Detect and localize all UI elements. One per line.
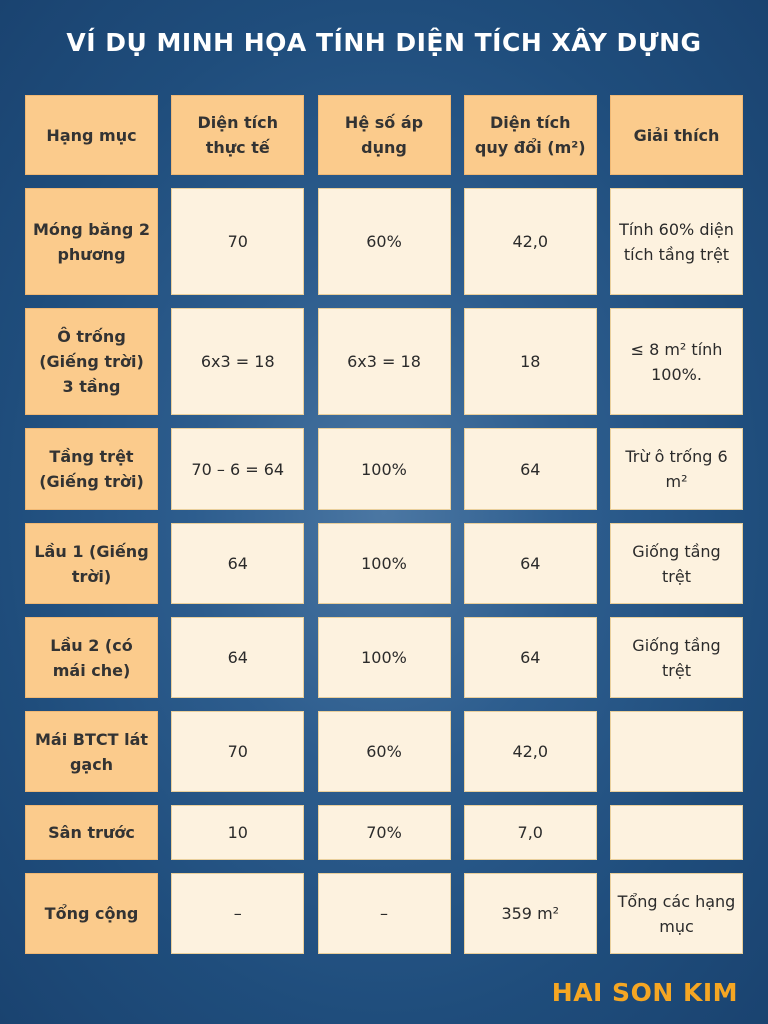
table-cell: 60% xyxy=(317,711,451,792)
table-cell: 70% xyxy=(317,805,451,860)
page-title: VÍ DỤ MINH HỌA TÍNH DIỆN TÍCH XÂY DỰNG xyxy=(66,28,702,57)
table-cell: Tính 60% diện tích tầng trệt xyxy=(610,188,743,295)
table-cell: Tổng các hạng mục xyxy=(610,873,743,954)
column-header: Hạng mục xyxy=(25,95,158,175)
brand-logo: HAI SON KIM xyxy=(551,978,738,1007)
row-label: Tầng trệt (Giếng trời) xyxy=(25,428,158,510)
row-label: Lầu 2 (có mái che) xyxy=(25,617,158,698)
table-cell: 359 m² xyxy=(463,873,597,954)
table-cell: 70 xyxy=(171,188,305,295)
table-cell: 100% xyxy=(317,428,451,510)
table-cell: ≤ 8 m² tính 100%. xyxy=(610,308,743,415)
table-cell: 70 – 6 = 64 xyxy=(171,428,305,510)
row-label: Mái BTCT lát gạch xyxy=(25,711,158,792)
table-cell: Trừ ô trống 6 m² xyxy=(610,428,743,510)
table-cell: 6x3 = 18 xyxy=(171,308,305,415)
table-cell: 6x3 = 18 xyxy=(317,308,451,415)
table-cell: 64 xyxy=(171,523,305,604)
area-table: Hạng mục Diện tích thực tế Hệ số áp dụng Di… xyxy=(25,95,743,954)
column-header: Diện tích quy đổi (m²) xyxy=(463,95,597,175)
table-cell: 42,0 xyxy=(463,188,597,295)
table-cell: 60% xyxy=(317,188,451,295)
row-label: Tổng cộng xyxy=(25,873,158,954)
table-cell: 100% xyxy=(317,523,451,604)
row-label: Lầu 1 (Giếng trời) xyxy=(25,523,158,604)
column-header: Hệ số áp dụng xyxy=(317,95,451,175)
table-cell: Giống tầng trệt xyxy=(610,617,743,698)
table-cell: 100% xyxy=(317,617,451,698)
table-cell: 42,0 xyxy=(463,711,597,792)
table-cell xyxy=(610,711,743,792)
table-cell: 64 xyxy=(463,523,597,604)
table-cell: 7,0 xyxy=(463,805,597,860)
table-cell: 64 xyxy=(171,617,305,698)
row-label: Sân trước xyxy=(25,805,158,860)
column-header: Diện tích thực tế xyxy=(171,95,305,175)
table-cell: 18 xyxy=(463,308,597,415)
table-cell: – xyxy=(317,873,451,954)
table-cell: 64 xyxy=(463,428,597,510)
table-cell: 10 xyxy=(171,805,305,860)
row-label: Móng băng 2 phương xyxy=(25,188,158,295)
table-cell: 70 xyxy=(171,711,305,792)
row-label: Ô trống (Giếng trời) 3 tầng xyxy=(25,308,158,415)
table-cell: Giống tầng trệt xyxy=(610,523,743,604)
column-header: Giải thích xyxy=(610,95,743,175)
table-cell xyxy=(610,805,743,860)
table-cell: 64 xyxy=(463,617,597,698)
table-cell: – xyxy=(171,873,305,954)
